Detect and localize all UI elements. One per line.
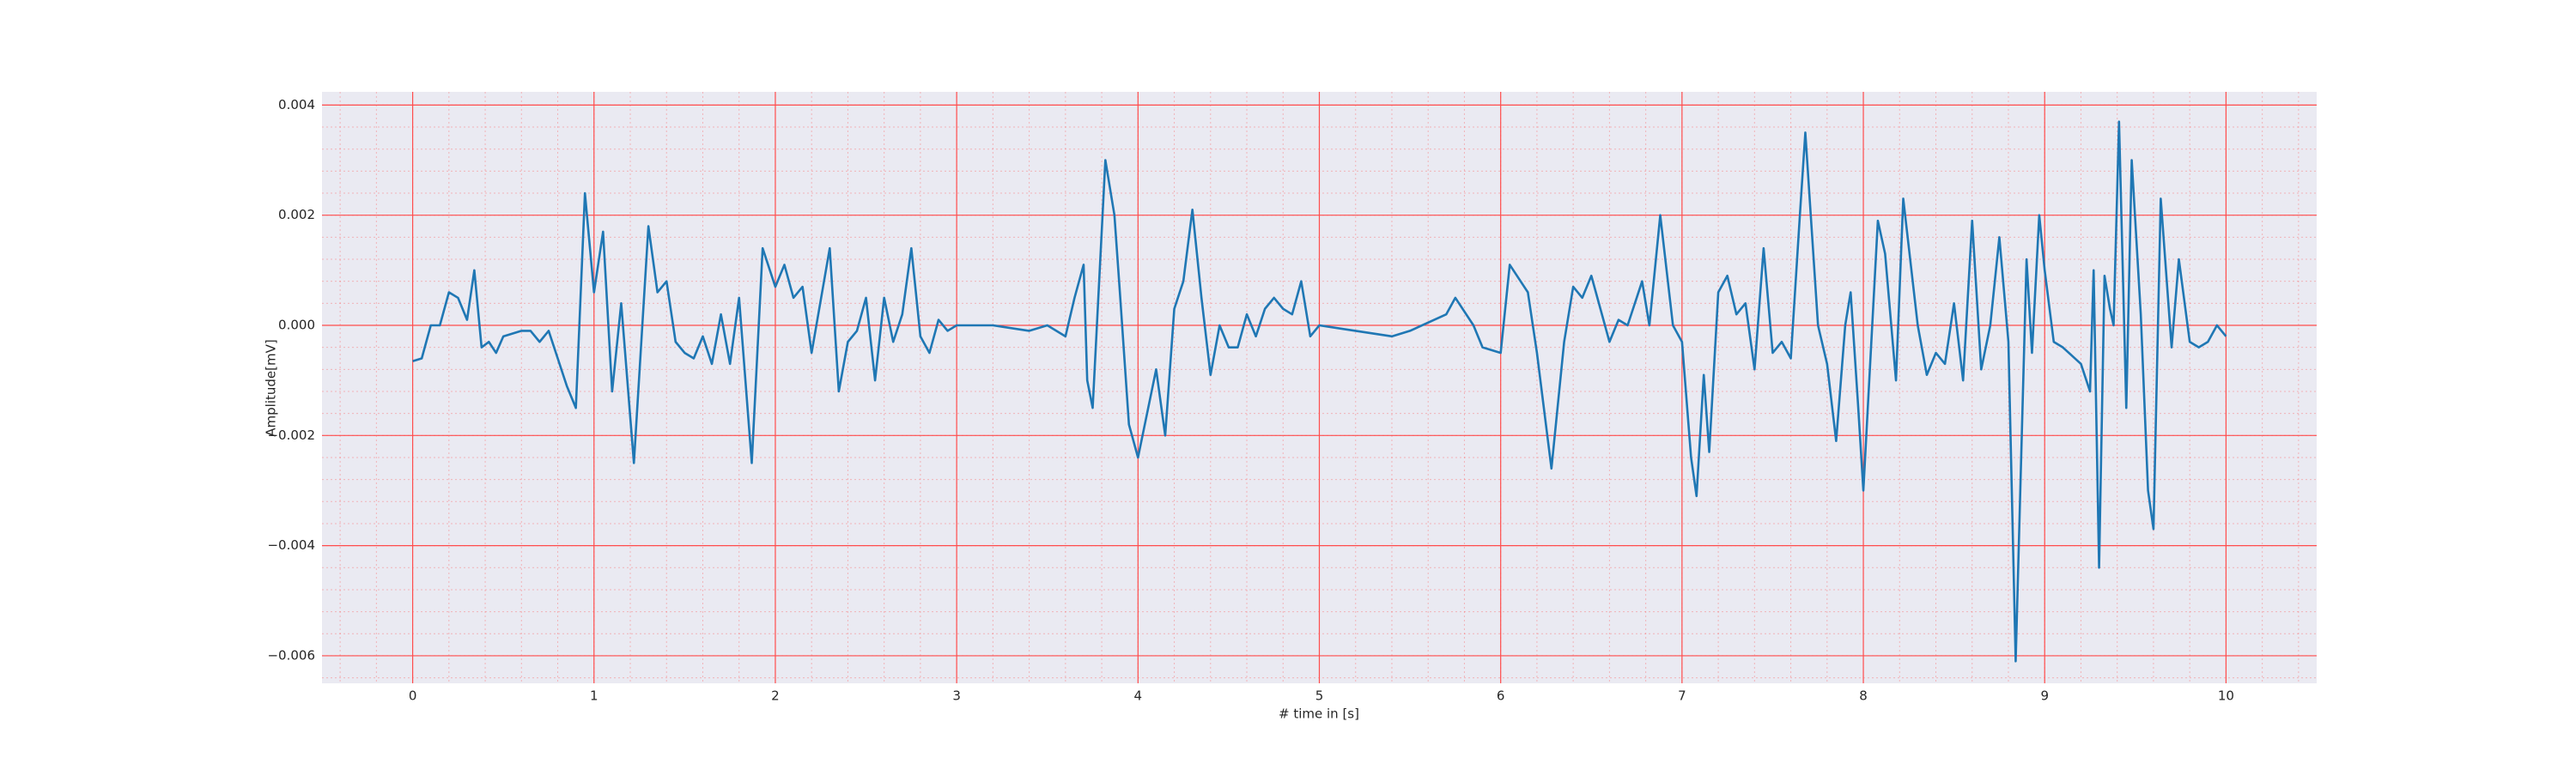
x-tick-label: 10 [2218, 688, 2234, 704]
x-tick-label: 4 [1134, 688, 1143, 704]
y-axis-label: Amplitude[mV] [264, 339, 279, 436]
x-tick-label: 0 [409, 688, 417, 704]
signal-line [412, 120, 2227, 663]
x-tick-label: 9 [2040, 688, 2049, 704]
x-tick-label: 1 [590, 688, 598, 704]
x-tick-label: 3 [952, 688, 961, 704]
y-tick-label: 0.002 [278, 207, 315, 222]
y-tick-label: −0.004 [267, 537, 315, 553]
x-tick-label: 6 [1497, 688, 1505, 704]
x-axis-label: # time in [s] [1279, 706, 1359, 722]
y-tick-label: 0.004 [278, 97, 315, 112]
x-tick-label: 2 [771, 688, 780, 704]
x-tick-label: 5 [1315, 688, 1324, 704]
y-tick-label: −0.002 [267, 427, 315, 443]
x-tick-label: 8 [1859, 688, 1868, 704]
x-tick-label: 7 [1678, 688, 1686, 704]
y-tick-label: −0.006 [267, 647, 315, 663]
y-tick-label: 0.000 [278, 318, 315, 333]
